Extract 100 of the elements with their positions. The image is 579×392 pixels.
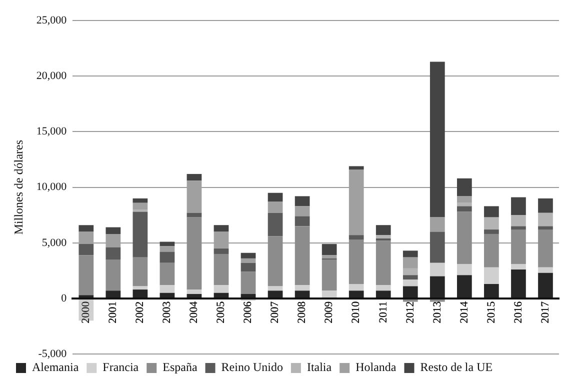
bar — [322, 255, 337, 258]
bar — [511, 230, 526, 264]
bar — [402, 275, 418, 280]
bar — [294, 226, 310, 286]
bar — [457, 196, 472, 203]
x-tick-label: 2010 — [350, 300, 362, 324]
x-tick-label: 2005 — [215, 300, 228, 324]
bar — [430, 276, 445, 298]
y-tick-label: 25,000 — [36, 14, 68, 26]
x-tick-label: 2001 — [107, 301, 120, 324]
bar — [240, 272, 256, 294]
bar — [160, 252, 175, 263]
bar — [402, 280, 418, 286]
bar — [214, 254, 229, 286]
x-tick-label: 2004 — [188, 300, 200, 324]
bar — [348, 240, 364, 284]
bar — [430, 62, 445, 218]
bar — [132, 198, 148, 203]
bar — [511, 270, 526, 298]
bar — [294, 216, 310, 226]
bar — [214, 225, 229, 232]
bar — [132, 286, 148, 290]
bar — [511, 197, 526, 216]
bar — [430, 232, 445, 263]
bar — [376, 225, 391, 236]
y-tick-label: 10,000 — [36, 181, 68, 194]
bar — [160, 285, 175, 293]
y-tick-label: 0 — [61, 292, 68, 304]
y-tick-label: 15,000 — [36, 126, 68, 138]
x-tick-label: 2006 — [242, 300, 254, 324]
bar — [430, 217, 445, 232]
y-axis-title: Millones de dólares — [11, 140, 26, 235]
x-tick-label: 2016 — [512, 300, 524, 324]
bar — [457, 206, 472, 212]
x-tick-label: 2008 — [296, 300, 308, 324]
bar — [348, 166, 364, 170]
bar — [186, 290, 202, 294]
bar — [214, 285, 229, 293]
bar — [132, 212, 148, 258]
legend-label: Francia — [102, 360, 140, 374]
bar — [402, 250, 418, 258]
bar — [430, 262, 445, 276]
y-tick-label: 5,000 — [42, 236, 68, 249]
bar — [511, 226, 526, 230]
x-tick-label: 2002 — [134, 301, 146, 324]
x-tick-label: 2000 — [80, 300, 92, 324]
bar — [132, 290, 148, 298]
bar — [322, 290, 337, 298]
bar — [294, 285, 310, 291]
bar — [376, 235, 391, 238]
bar — [78, 244, 94, 256]
bar — [511, 215, 526, 226]
bar — [457, 212, 472, 264]
bar — [268, 290, 283, 298]
bar — [402, 268, 418, 276]
bar — [457, 264, 472, 276]
bar — [268, 192, 283, 202]
bar — [106, 290, 121, 298]
bar — [160, 246, 175, 252]
x-tick-label: 2007 — [269, 300, 282, 324]
bar — [78, 255, 94, 296]
bar — [538, 212, 553, 226]
bar — [132, 202, 148, 210]
bar — [78, 225, 94, 232]
x-tick-label: 2003 — [161, 300, 174, 324]
bar — [106, 227, 121, 234]
bar — [348, 284, 364, 291]
legend-label: Holanda — [356, 360, 397, 374]
bar — [294, 290, 310, 298]
bar — [240, 252, 256, 258]
bar — [402, 257, 418, 268]
y-tick-label: 20,000 — [36, 70, 68, 82]
bar — [484, 206, 499, 218]
x-tick-label: 2014 — [458, 300, 470, 324]
bar — [538, 272, 553, 298]
bar — [294, 196, 310, 206]
bar — [511, 264, 526, 270]
x-tick-label: 2015 — [485, 300, 498, 324]
bar — [484, 234, 499, 268]
legend-label: Italia — [306, 360, 332, 374]
bar — [484, 217, 499, 230]
bar — [294, 206, 310, 216]
bar — [376, 290, 391, 298]
bar — [538, 267, 553, 273]
bar — [268, 202, 283, 213]
bar — [268, 286, 283, 291]
x-tick-label: 2009 — [323, 300, 336, 324]
bar — [376, 285, 391, 291]
bar — [322, 244, 337, 256]
bar — [484, 284, 499, 298]
bar — [132, 257, 148, 286]
y-tick-label: -5,000 — [38, 348, 68, 360]
x-tick-label: 2011 — [377, 301, 390, 324]
bar — [348, 290, 364, 298]
bar — [538, 198, 553, 213]
bar — [268, 236, 283, 286]
bar — [376, 238, 391, 241]
bar — [402, 286, 418, 298]
bar — [484, 230, 499, 234]
bar — [457, 202, 472, 206]
